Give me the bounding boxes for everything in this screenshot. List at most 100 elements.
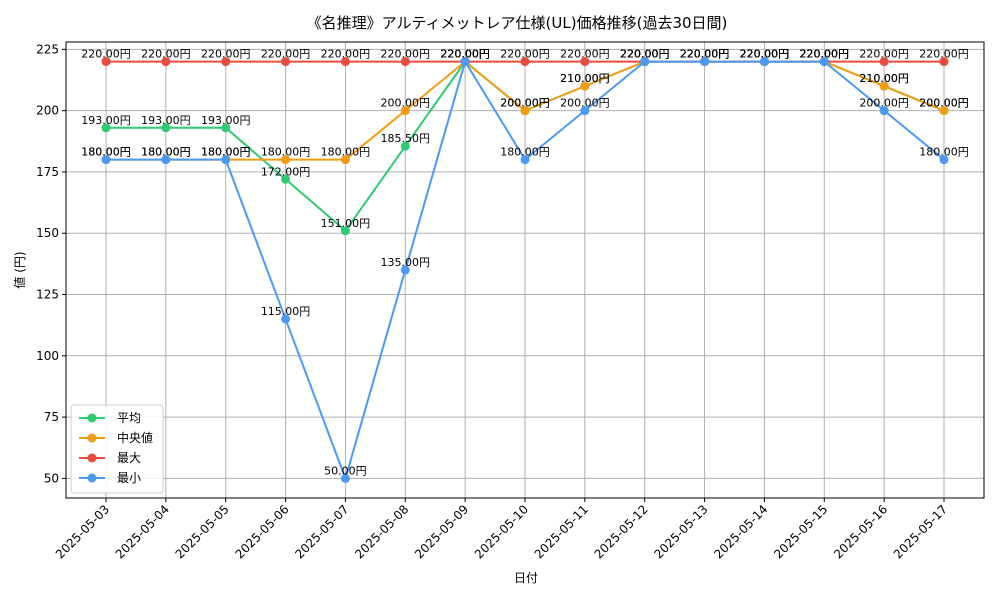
data-label: 180.00円 [500,146,550,159]
data-point [580,81,590,91]
legend-marker [87,473,97,483]
data-label: 200.00円 [560,97,610,110]
data-label: 220.00円 [740,48,790,61]
data-point [640,57,650,67]
x-tick-label: 2025-05-13 [651,502,710,561]
data-point [101,155,111,165]
data-label: 220.00円 [620,48,670,61]
y-tick-label: 125 [36,288,59,302]
data-label: 180.00円 [201,146,251,159]
x-tick-label: 2025-05-17 [891,502,950,561]
y-tick-label: 225 [36,42,59,56]
data-point [939,57,949,67]
data-label: 50.00円 [324,464,367,477]
data-label: 210.00円 [560,72,610,85]
data-label: 210.00円 [859,72,909,85]
legend-label: 最小 [117,471,141,485]
data-label: 220.00円 [201,48,251,61]
legend-marker [87,433,97,443]
data-label: 200.00円 [859,97,909,110]
data-label: 220.00円 [440,48,490,61]
y-tick-label: 75 [44,410,59,424]
x-tick-label: 2025-05-08 [352,502,411,561]
data-point [281,314,291,324]
data-label: 210.00円 [560,72,610,85]
x-tick-label: 2025-05-11 [532,502,591,561]
data-labels: 193.00円 193.00円 193.00円 172.00円 151.00円 185.5… [81,48,969,478]
y-tick-label: 100 [36,349,59,363]
data-label: 115.00円 [261,305,311,318]
data-label: 200.00円 [500,97,550,110]
data-label: 180.00円 [141,146,191,159]
data-point [281,155,291,165]
legend-label: 最大 [117,451,141,465]
data-label: 180.00円 [141,146,191,159]
data-label: 180.00円 [919,146,969,159]
data-point [879,57,889,67]
data-label: 220.00円 [620,48,670,61]
data-point [161,57,171,67]
data-point [939,106,949,116]
data-label: 220.00円 [800,48,850,61]
x-tick-label: 2025-05-06 [232,502,291,561]
data-label: 220.00円 [800,48,850,61]
data-label: 200.00円 [919,97,969,110]
x-tick-label: 2025-05-04 [113,502,172,561]
y-tick-label: 150 [36,226,59,240]
x-tick-label: 2025-05-12 [592,502,651,561]
x-tick-label: 2025-05-16 [831,502,890,561]
data-point [520,106,530,116]
data-label: 135.00円 [381,256,431,269]
legend-marker [87,413,97,423]
data-label: 193.00円 [201,114,251,127]
data-point [400,106,410,116]
data-label: 220.00円 [740,48,790,61]
x-tick-label: 2025-05-14 [711,502,770,561]
data-label: 172.00円 [261,165,311,178]
data-point [400,57,410,67]
data-point [221,155,231,165]
data-point [281,174,291,184]
data-label: 200.00円 [381,97,431,110]
data-point [221,57,231,67]
data-label: 220.00円 [800,48,850,61]
y-axis-label: 値 (円) [12,251,27,288]
data-label: 220.00円 [440,48,490,61]
data-point [400,141,410,151]
data-point [340,473,350,483]
data-point [221,123,231,133]
legend-label: 平均 [117,411,141,425]
data-label: 220.00円 [560,48,610,61]
data-point [340,57,350,67]
data-label: 180.00円 [81,146,131,159]
data-point [460,57,470,67]
y-tick-label: 50 [44,471,59,485]
data-label: 220.00円 [440,48,490,61]
data-label: 220.00円 [261,48,311,61]
data-label: 220.00円 [440,48,490,61]
data-point [819,57,829,67]
x-tick-label: 2025-05-07 [292,502,351,561]
data-point [700,57,710,67]
data-label: 220.00円 [321,48,371,61]
data-label: 193.00円 [141,114,191,127]
x-tick-label: 2025-05-15 [771,502,830,561]
data-point [580,106,590,116]
data-label: 193.00円 [81,114,131,127]
data-label: 180.00円 [321,146,371,159]
data-label: 220.00円 [620,48,670,61]
data-label: 220.00円 [381,48,431,61]
data-label: 220.00円 [740,48,790,61]
x-axis-label: 日付 [514,571,538,585]
x-tick-label: 2025-05-05 [173,502,232,561]
x-axis-ticks: 2025-05-03 2025-05-04 2025-05-05 2025-05-06… [53,498,950,561]
legend-label: 中央値 [117,430,153,445]
data-label: 220.00円 [620,48,670,61]
data-label: 210.00円 [859,72,909,85]
x-tick-label: 2025-05-10 [472,502,531,561]
data-label: 180.00円 [81,146,131,159]
y-tick-label: 175 [36,165,59,179]
data-point [281,57,291,67]
data-label: 220.00円 [680,48,730,61]
